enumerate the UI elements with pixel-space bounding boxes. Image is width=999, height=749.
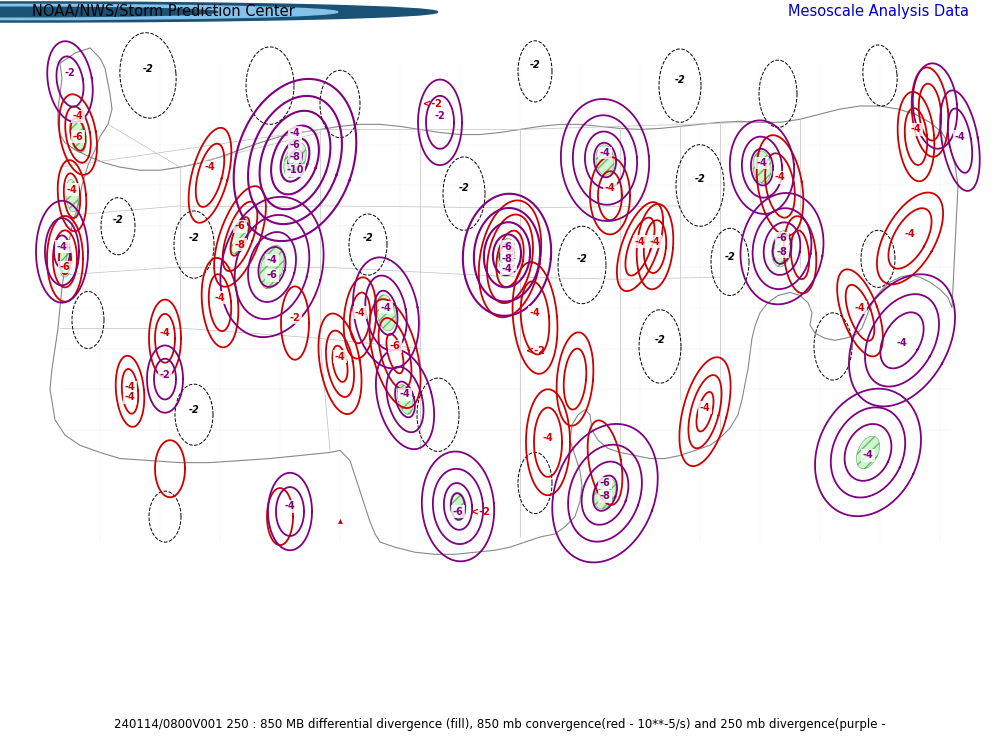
Text: -4: -4 bbox=[529, 308, 540, 318]
Text: -4: -4 bbox=[285, 501, 296, 512]
Text: -6: -6 bbox=[73, 132, 83, 142]
Text: -4: -4 bbox=[160, 328, 171, 339]
Text: -4: -4 bbox=[290, 127, 301, 138]
Text: -6: -6 bbox=[390, 342, 401, 351]
Text: -4: -4 bbox=[125, 392, 136, 402]
Text: ▴: ▴ bbox=[338, 515, 343, 524]
Text: -8: -8 bbox=[501, 254, 512, 264]
Text: -2: -2 bbox=[65, 68, 75, 79]
Polygon shape bbox=[284, 142, 307, 178]
Text: -2: -2 bbox=[189, 404, 200, 415]
Text: -2: -2 bbox=[363, 234, 374, 243]
Polygon shape bbox=[856, 436, 879, 469]
Text: -4: -4 bbox=[73, 111, 83, 121]
Text: -4: -4 bbox=[599, 148, 610, 158]
Text: -8: -8 bbox=[599, 491, 610, 501]
Circle shape bbox=[0, 4, 338, 19]
Circle shape bbox=[0, 2, 438, 22]
Text: -4: -4 bbox=[774, 172, 785, 182]
Polygon shape bbox=[377, 294, 396, 331]
Text: -8: -8 bbox=[504, 246, 515, 257]
Text: -10: -10 bbox=[287, 166, 304, 175]
Text: -2: -2 bbox=[435, 111, 446, 121]
Circle shape bbox=[0, 7, 218, 16]
Polygon shape bbox=[594, 477, 615, 509]
Text: -4: -4 bbox=[501, 264, 512, 274]
Text: NOAA/NWS/Storm Prediction Center: NOAA/NWS/Storm Prediction Center bbox=[32, 4, 295, 19]
Text: -6: -6 bbox=[776, 234, 787, 243]
Text: -6: -6 bbox=[267, 270, 278, 280]
Text: -4: -4 bbox=[911, 124, 921, 135]
Text: -2: -2 bbox=[724, 252, 735, 262]
Text: -2: -2 bbox=[529, 60, 540, 70]
Text: <-2: <-2 bbox=[423, 99, 442, 109]
Text: -4: -4 bbox=[604, 183, 615, 192]
Text: -4: -4 bbox=[905, 229, 915, 240]
Polygon shape bbox=[753, 151, 771, 184]
Text: -2: -2 bbox=[160, 370, 171, 380]
Text: <-2: <-2 bbox=[471, 506, 490, 517]
Text: -4: -4 bbox=[400, 389, 411, 399]
Text: -6: -6 bbox=[60, 262, 70, 272]
Text: -8: -8 bbox=[776, 246, 787, 257]
Text: -6: -6 bbox=[290, 140, 301, 150]
Text: -4: -4 bbox=[125, 382, 136, 392]
Polygon shape bbox=[231, 219, 249, 254]
Polygon shape bbox=[771, 231, 792, 267]
Text: -2: -2 bbox=[189, 234, 200, 243]
Text: -4: -4 bbox=[955, 132, 965, 142]
Text: -6: -6 bbox=[504, 260, 515, 270]
Text: 240114/0800V001 250 : 850 MB differential divergence (fill), 850 mb convergence(: 240114/0800V001 250 : 850 MB differentia… bbox=[114, 718, 885, 731]
Text: -4: -4 bbox=[897, 339, 907, 348]
Text: -6: -6 bbox=[599, 478, 610, 488]
Text: -4: -4 bbox=[699, 403, 710, 413]
Text: <-2: <-2 bbox=[525, 345, 544, 356]
Text: -6: -6 bbox=[453, 506, 464, 517]
Text: -8: -8 bbox=[290, 152, 301, 162]
Text: -4: -4 bbox=[335, 352, 346, 362]
Text: -4: -4 bbox=[60, 242, 70, 252]
Text: -4: -4 bbox=[67, 184, 77, 195]
Text: -4: -4 bbox=[205, 162, 216, 172]
Text: -4: -4 bbox=[854, 303, 865, 313]
Text: -6: -6 bbox=[501, 242, 512, 252]
Polygon shape bbox=[450, 492, 467, 521]
Text: -4: -4 bbox=[542, 433, 553, 443]
Text: -8: -8 bbox=[235, 240, 246, 249]
Text: -2: -2 bbox=[459, 183, 470, 192]
Polygon shape bbox=[66, 180, 78, 212]
Polygon shape bbox=[50, 48, 958, 554]
Text: -6: -6 bbox=[235, 221, 246, 231]
Text: -4: -4 bbox=[862, 450, 873, 461]
Text: -4: -4 bbox=[381, 303, 392, 313]
Text: -2: -2 bbox=[143, 64, 154, 74]
Text: -4: -4 bbox=[649, 237, 660, 246]
Text: -2: -2 bbox=[654, 336, 665, 345]
Text: -4: -4 bbox=[634, 237, 645, 246]
Text: -4: -4 bbox=[215, 293, 226, 303]
Polygon shape bbox=[260, 245, 284, 289]
Polygon shape bbox=[398, 384, 413, 414]
Text: -4: -4 bbox=[355, 308, 366, 318]
Polygon shape bbox=[596, 145, 614, 175]
Text: -4: -4 bbox=[756, 158, 767, 168]
Polygon shape bbox=[498, 238, 516, 271]
Text: Mesoscale Analysis Data: Mesoscale Analysis Data bbox=[788, 4, 969, 19]
Text: -4: -4 bbox=[57, 242, 67, 252]
Text: -2: -2 bbox=[674, 75, 685, 85]
Text: -2: -2 bbox=[113, 215, 123, 225]
Polygon shape bbox=[58, 240, 72, 277]
Text: -2: -2 bbox=[576, 254, 587, 264]
Text: -2: -2 bbox=[694, 175, 705, 184]
Polygon shape bbox=[70, 116, 87, 153]
Text: -2: -2 bbox=[290, 313, 301, 323]
Text: -4: -4 bbox=[267, 255, 278, 265]
